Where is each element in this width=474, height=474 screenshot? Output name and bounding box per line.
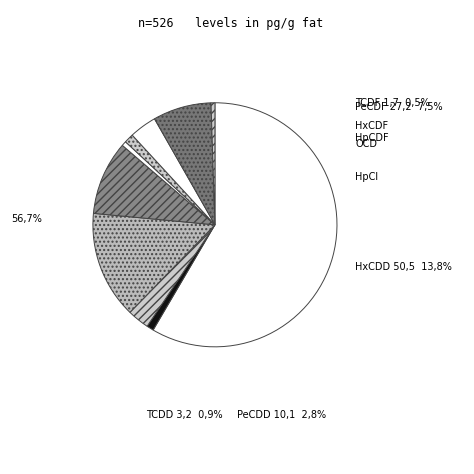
Text: TCDD 3,2  0,9%: TCDD 3,2 0,9% [146,410,223,420]
Wedge shape [122,142,215,225]
Text: HxCDF: HxCDF [356,121,388,131]
Wedge shape [153,103,337,347]
Wedge shape [93,146,215,225]
Text: HpCl: HpCl [356,172,378,182]
Text: OCD: OCD [356,138,377,148]
Wedge shape [132,119,215,225]
Wedge shape [126,135,215,225]
Text: HpCDF: HpCDF [356,133,389,143]
Wedge shape [130,225,215,326]
Text: TCDF 1,7  0,5%: TCDF 1,7 0,5% [356,98,430,108]
Wedge shape [211,103,215,225]
Wedge shape [147,225,215,330]
Text: PeCDF 27,2  7,5%: PeCDF 27,2 7,5% [356,102,443,112]
Text: PeCDD 10,1  2,8%: PeCDD 10,1 2,8% [237,410,327,420]
Text: HxCDD 50,5  13,8%: HxCDD 50,5 13,8% [356,262,452,272]
Wedge shape [155,103,215,225]
Title: n=526   levels in pg/g fat: n=526 levels in pg/g fat [137,18,323,30]
Text: 56,7%: 56,7% [11,214,42,224]
Wedge shape [93,213,215,312]
